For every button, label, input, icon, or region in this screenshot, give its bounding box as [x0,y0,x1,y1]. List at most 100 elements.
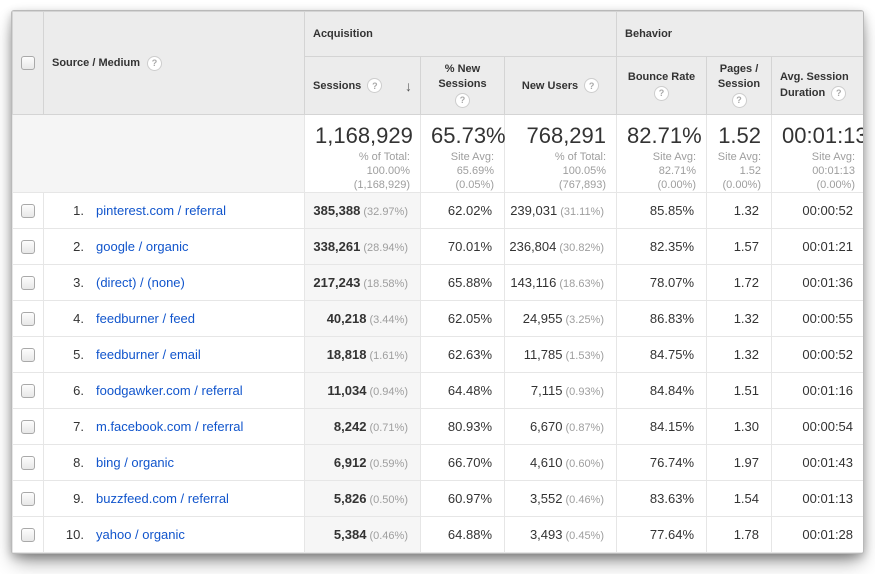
column-header-pages-session[interactable]: Pages / Session ? [706,56,773,115]
source-medium-cell: 2. google / organic [43,228,305,265]
source-medium-cell: 5. feedburner / email [43,336,305,373]
data-table: Source / Medium ? Acquisition Behavior S… [12,11,863,553]
new-users-cell: 7,115 (0.93%) [503,372,618,409]
row-checkbox[interactable] [21,420,35,435]
select-all-cell [12,11,44,115]
new-sessions-cell: 64.88% [420,516,505,553]
source-medium-link[interactable]: google / organic [96,239,189,254]
source-medium-link[interactable]: bing / organic [96,455,175,470]
source-medium-link[interactable]: yahoo / organic [96,527,185,542]
dimension-header-cell[interactable]: Source / Medium ? [43,11,305,115]
bounce-rate-cell: 77.64% [616,516,708,553]
row-checkbox[interactable] [21,312,35,327]
help-icon[interactable]: ? [654,85,670,101]
sessions-cell: 385,388 (32.97%) [304,192,421,229]
row-checkbox[interactable] [21,456,35,471]
pages-session-cell: 1.97 [706,444,773,481]
new-sessions-cell: 60.97% [420,480,505,517]
source-medium-link[interactable]: m.facebook.com / referral [96,419,244,434]
checkbox-cell [12,264,44,301]
column-header-avg-session-duration[interactable]: Avg. Session Duration ? [771,56,863,115]
metric-header-row: Sessions ? ↓ % New Sessions ? New Users … [13,56,863,115]
checkbox-cell [12,228,44,265]
column-header-new-sessions[interactable]: % New Sessions ? [420,56,505,115]
source-medium-cell: 3. (direct) / (none) [43,264,305,301]
table-row: 4. feedburner / feed 40,218 (3.44%) 62.05%… [12,300,863,337]
sessions-cell: 338,261 (28.94%) [304,228,421,265]
table-row: 9. buzzfeed.com / referral 5,826 (0.50%) 6… [12,480,863,517]
totals-sessions-value: 1,168,929 [315,123,413,148]
table-row: 5. feedburner / email 18,818 (1.61%) 62.63… [12,336,863,373]
new-users-cell: 239,031 (31.11%) [503,192,618,229]
column-header-sessions[interactable]: Sessions ? ↓ [304,56,421,115]
checkbox-cell [12,516,44,553]
totals-new-users-subtext: % of Total: 100.05% (767,893) [554,151,607,191]
source-medium-cell: 8. bing / organic [43,444,305,481]
bounce-rate-cell: 86.83% [616,300,708,337]
help-icon[interactable]: ? [584,78,600,93]
totals-pages-session-cell: 1.52 Site Avg: 1.52 (0.00%) [706,114,773,193]
help-icon[interactable]: ? [367,78,383,93]
source-medium-cell: 10. yahoo / organic [43,516,305,553]
table-row: 3. (direct) / (none) 217,243 (18.58%) 65.8… [12,264,863,301]
help-icon[interactable]: ? [831,85,847,101]
help-icon[interactable]: ? [455,93,470,108]
row-checkbox[interactable] [21,240,35,255]
row-number: 7. [73,419,84,434]
avg-duration-cell: 00:01:36 [771,264,863,301]
totals-bounce-rate-value: 82.71% [627,123,702,148]
table-row: 7. m.facebook.com / referral 8,242 (0.71%)… [12,408,863,445]
source-medium-cell: 6. foodgawker.com / referral [43,372,305,409]
pages-session-cell: 1.32 [706,192,773,229]
select-all-checkbox[interactable] [21,56,35,70]
table-row: 8. bing / organic 6,912 (0.59%) 66.70% 4,6… [12,444,863,481]
pages-session-header-line1: Pages / [719,63,759,75]
group-header-behavior: Behavior [616,11,863,57]
new-sessions-cell: 64.48% [420,372,505,409]
bounce-rate-cell: 84.84% [616,372,708,409]
help-icon[interactable]: ? [731,93,747,108]
help-icon[interactable]: ? [147,55,163,71]
bounce-rate-cell: 84.75% [616,336,708,373]
row-checkbox[interactable] [21,492,35,507]
avg-duration-header-line1: Avg. Session [780,70,849,83]
group-header-row: Source / Medium ? Acquisition Behavior [12,11,863,115]
totals-pages-session-value: 1.52 [718,123,762,148]
new-users-cell: 4,610 (0.60%) [503,444,618,481]
pages-session-cell: 1.54 [706,480,773,517]
source-medium-link[interactable]: buzzfeed.com / referral [96,491,229,506]
totals-new-sessions-cell: 65.73% Site Avg: 65.69% (0.05%) [420,114,506,193]
avg-duration-cell: 00:01:21 [771,228,863,265]
column-header-new-users[interactable]: New Users ? [503,56,618,115]
totals-sessions-subtext: % of Total: 100.00% (1,168,929) [353,151,410,191]
row-checkbox[interactable] [21,528,35,543]
new-users-cell: 6,670 (0.87%) [503,408,618,445]
column-header-bounce-rate[interactable]: Bounce Rate ? [616,56,708,115]
new-sessions-cell: 66.70% [420,444,505,481]
source-medium-link[interactable]: (direct) / (none) [96,275,185,290]
source-medium-cell: 1. pinterest.com / referral [43,192,305,229]
source-medium-link[interactable]: feedburner / email [96,347,201,362]
pages-session-cell: 1.32 [706,336,773,373]
row-checkbox[interactable] [21,204,35,219]
bounce-rate-cell: 76.74% [616,444,708,481]
new-sessions-header-line2: Sessions [438,78,487,90]
row-number: 4. [73,311,84,326]
row-checkbox[interactable] [21,384,35,399]
source-medium-link[interactable]: foodgawker.com / referral [96,383,243,398]
totals-avg-duration-cell: 00:01:13 Site Avg: 00:01:13 (0.00%) [771,114,863,193]
totals-new-sessions-subtext: Site Avg: 65.69% (0.05%) [450,151,494,191]
sessions-cell: 18,818 (1.61%) [304,336,421,373]
source-medium-link[interactable]: pinterest.com / referral [96,203,227,218]
row-checkbox[interactable] [21,276,35,291]
row-number: 5. [73,347,84,362]
new-sessions-cell: 62.02% [420,192,505,229]
row-checkbox[interactable] [21,348,35,363]
source-medium-link[interactable]: feedburner / feed [96,311,196,326]
sessions-cell: 40,218 (3.44%) [304,300,421,337]
new-sessions-cell: 80.93% [420,408,505,445]
new-sessions-cell: 62.63% [420,336,505,373]
sort-descending-icon: ↓ [405,77,412,94]
pages-session-cell: 1.78 [706,516,773,553]
row-number: 10. [65,527,84,542]
